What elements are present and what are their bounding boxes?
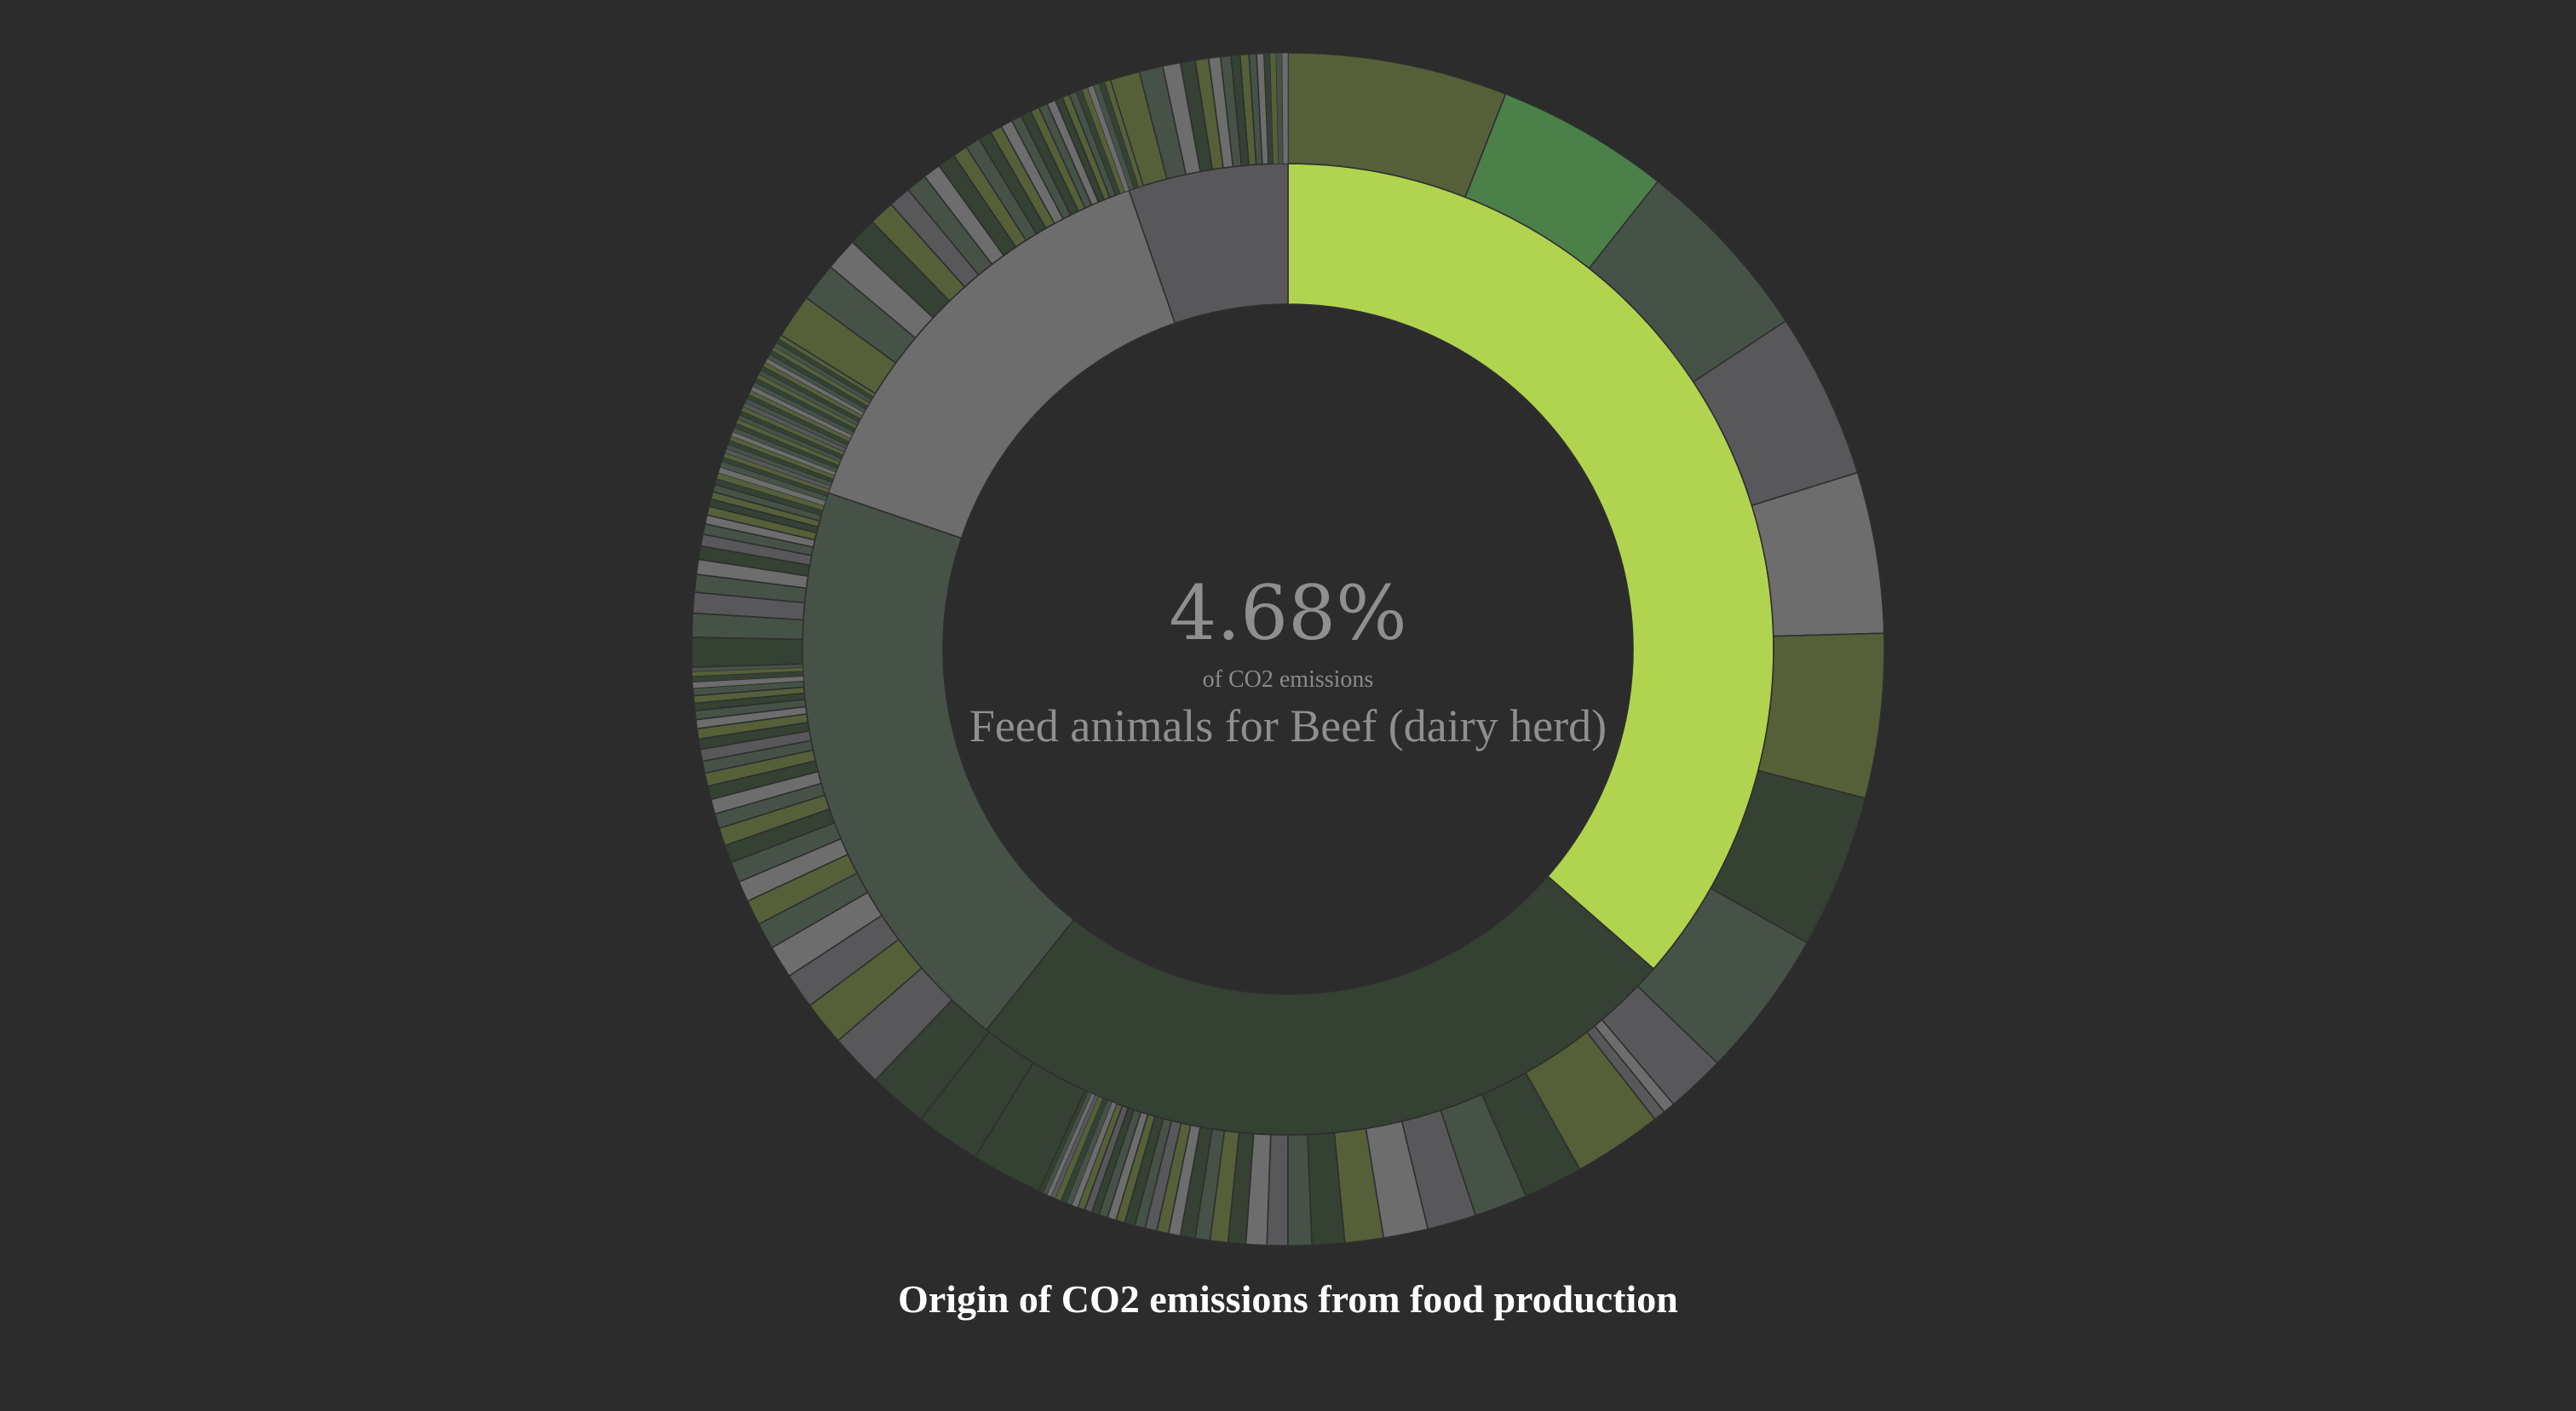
outer-segment-74[interactable] <box>691 636 804 668</box>
center-percentage: 4.68% <box>1169 569 1407 657</box>
center-sublabel: of CO2 emissions <box>1203 666 1374 693</box>
chart-title: Origin of CO2 emissions from food produc… <box>898 1277 1678 1321</box>
center-category-name: Feed animals for Beef (dairy herd) <box>969 700 1607 752</box>
outer-ring <box>691 52 1885 1247</box>
outer-segment-5[interactable] <box>1757 632 1885 799</box>
outer-segment-18[interactable] <box>1287 1133 1313 1247</box>
outer-segment-164[interactable] <box>1281 52 1289 164</box>
inner-ring <box>802 163 1774 1136</box>
